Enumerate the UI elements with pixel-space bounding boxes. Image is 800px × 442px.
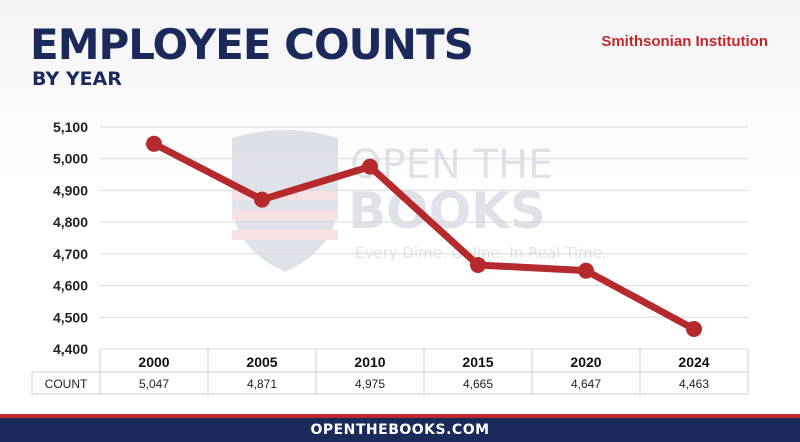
data-point: [254, 191, 270, 208]
shield-icon: [232, 130, 338, 272]
y-tick-label: 4,500: [53, 309, 88, 325]
footer-site-link[interactable]: OPENTHEBOOKS.COM: [0, 414, 800, 442]
table-value: 4,647: [571, 377, 601, 391]
page-subtitle: BY YEAR: [32, 68, 122, 90]
y-tick-label: 4,700: [53, 246, 88, 262]
y-tick-label: 5,100: [53, 119, 88, 135]
agency-name: Smithsonian Institution: [601, 33, 768, 50]
table-value: 4,871: [247, 377, 277, 391]
data-table: COUNT 2000 5,047 2005 4,871 2010 4,975 2015 4,66…: [31, 349, 749, 395]
y-tick-label: 5,000: [53, 151, 88, 167]
data-point: [578, 262, 594, 279]
x-tick-label: 2024: [678, 354, 709, 370]
y-tick-label: 4,900: [53, 182, 88, 198]
page-title: EMPLOYEE COUNTS: [30, 20, 474, 69]
x-tick-label: 2015: [462, 354, 493, 370]
y-tick-label: 4,400: [53, 341, 88, 357]
y-axis: 5,100 5,000 4,900 4,800 4,700 4,600 4,500 4,400: [53, 119, 88, 357]
data-points: [146, 135, 702, 338]
x-tick-label: 2010: [354, 354, 385, 370]
watermark-tagline: Every Dime. Online. In Real Time.: [355, 244, 607, 262]
watermark-brand-line2: BOOKS: [348, 182, 546, 240]
table-value: 4,665: [463, 377, 493, 391]
y-tick-label: 4,800: [53, 214, 88, 230]
table-value: 5,047: [139, 377, 169, 391]
table-row-label: COUNT: [45, 377, 88, 391]
data-point: [686, 321, 702, 338]
table-value: 4,463: [679, 377, 709, 391]
data-point: [146, 135, 162, 152]
x-tick-label: 2005: [246, 354, 277, 370]
series-line-count: [150, 140, 698, 333]
data-point: [470, 256, 486, 273]
y-tick-label: 4,600: [53, 278, 88, 294]
watermark: OPEN THE BOOKS Every Dime. Online. In Re…: [232, 130, 607, 272]
x-tick-label: 2020: [570, 354, 601, 370]
table-value: 4,975: [355, 377, 385, 391]
data-point: [362, 158, 378, 175]
x-tick-label: 2000: [138, 354, 169, 370]
